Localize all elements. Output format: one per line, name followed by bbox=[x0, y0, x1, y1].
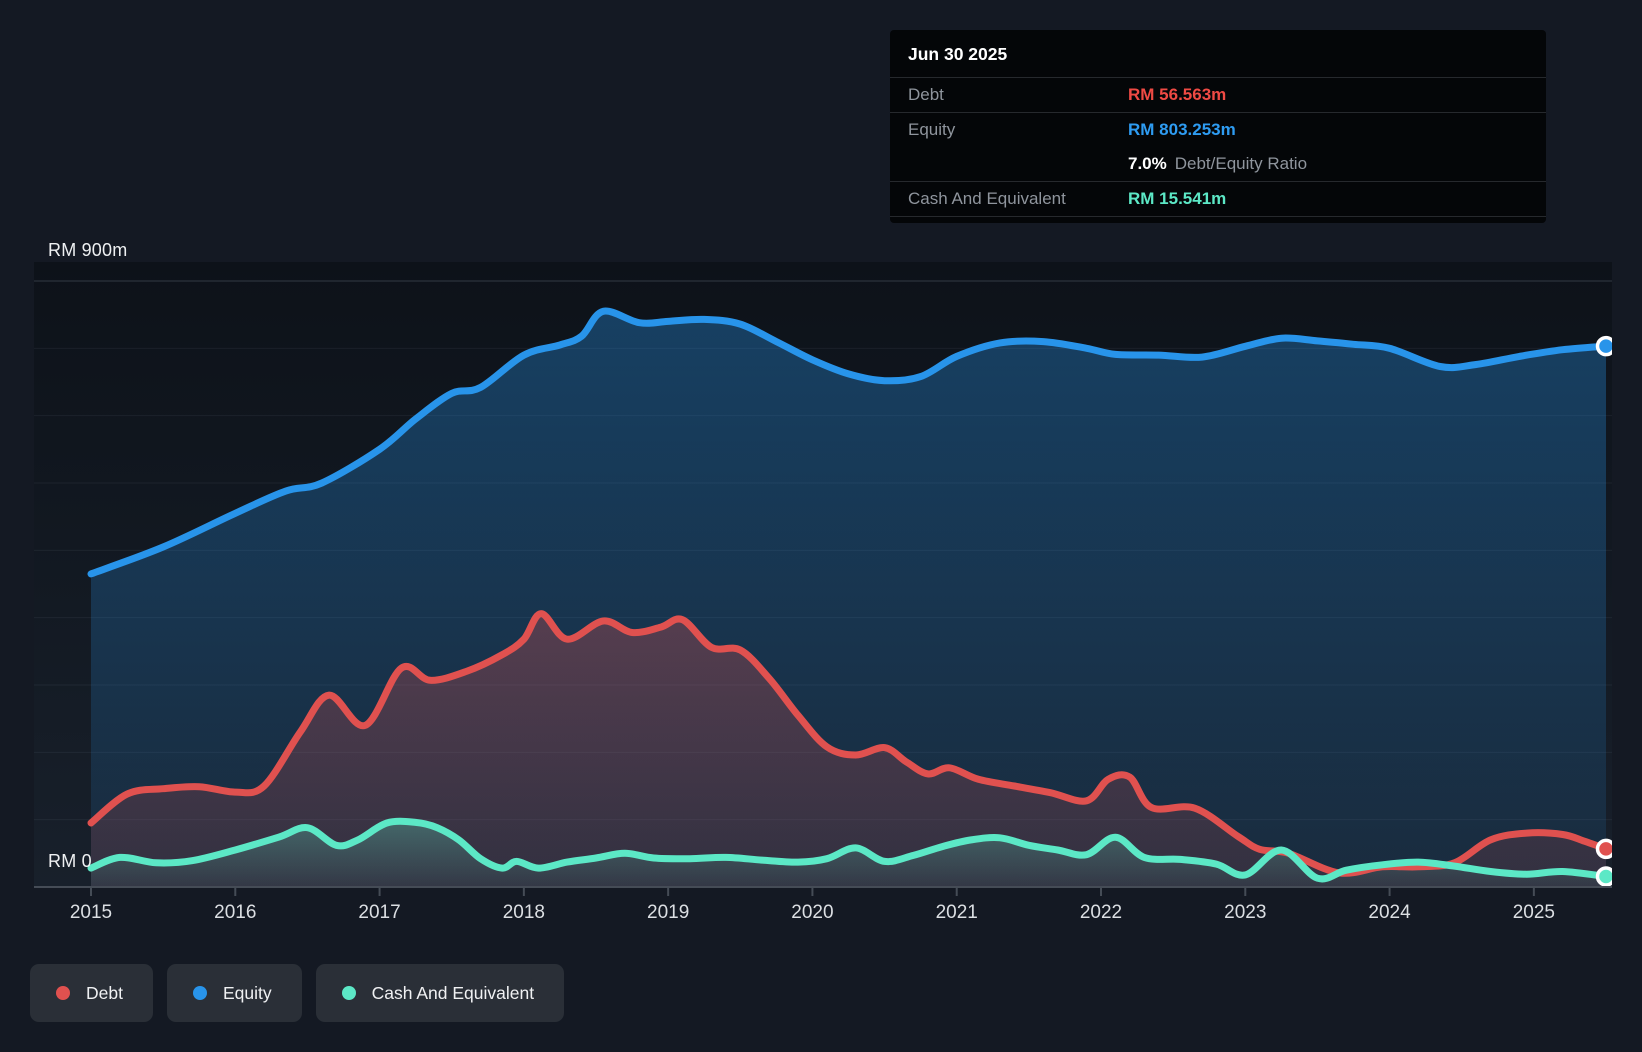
svg-text:2021: 2021 bbox=[936, 902, 978, 923]
chart-legend: Debt Equity Cash And Equivalent bbox=[30, 964, 565, 1022]
svg-text:2025: 2025 bbox=[1513, 902, 1555, 923]
tooltip-cash-label: Cash And Equivalent bbox=[908, 189, 1066, 208]
svg-text:2018: 2018 bbox=[503, 902, 545, 923]
svg-text:2015: 2015 bbox=[70, 902, 112, 923]
equity-dot-icon bbox=[192, 986, 207, 1000]
legend-item-debt[interactable]: Debt bbox=[30, 964, 153, 1022]
y-axis-zero-label: RM 0 bbox=[48, 851, 92, 871]
tooltip-row-ratio: 7.0% Debt/Equity Ratio bbox=[890, 147, 1546, 181]
tooltip-equity-label: Equity bbox=[908, 120, 956, 139]
debt-dot-icon bbox=[56, 986, 70, 1000]
tooltip-cash-value: RM 15.541m bbox=[1128, 189, 1227, 208]
svg-text:2017: 2017 bbox=[358, 902, 400, 923]
tooltip-ratio-label: Debt/Equity Ratio bbox=[1174, 154, 1308, 173]
tooltip-debt-label: Debt bbox=[908, 85, 944, 104]
legend-debt-label: Debt bbox=[86, 982, 123, 1003]
legend-item-equity[interactable]: Equity bbox=[166, 964, 302, 1022]
tooltip-equity-value: RM 803.253m bbox=[1128, 120, 1236, 139]
svg-text:2019: 2019 bbox=[647, 902, 689, 923]
svg-text:2020: 2020 bbox=[791, 902, 833, 923]
legend-cash-label: Cash And Equivalent bbox=[371, 982, 535, 1003]
legend-equity-label: Equity bbox=[222, 982, 272, 1003]
tooltip-row-cash: Cash And Equivalent RM 15.541m bbox=[890, 181, 1546, 216]
tooltip-date: Jun 30 2025 bbox=[908, 44, 1008, 64]
y-axis-max-label: RM 900m bbox=[48, 240, 128, 260]
svg-text:2023: 2023 bbox=[1224, 902, 1266, 923]
tooltip-ratio-value: 7.0% bbox=[1128, 154, 1167, 173]
svg-text:2024: 2024 bbox=[1368, 902, 1411, 923]
tooltip-debt-value: RM 56.563m bbox=[1128, 85, 1227, 104]
chart-tooltip: Jun 30 2025 Debt RM 56.563m Equity RM 80… bbox=[890, 30, 1546, 223]
svg-text:2022: 2022 bbox=[1080, 902, 1122, 923]
svg-text:2016: 2016 bbox=[214, 902, 256, 923]
cash-dot-icon bbox=[341, 986, 356, 1000]
legend-item-cash[interactable]: Cash And Equivalent bbox=[315, 964, 565, 1022]
tooltip-row-debt: Debt RM 56.563m bbox=[890, 77, 1546, 112]
tooltip-row-equity: Equity RM 803.253m bbox=[890, 112, 1546, 147]
